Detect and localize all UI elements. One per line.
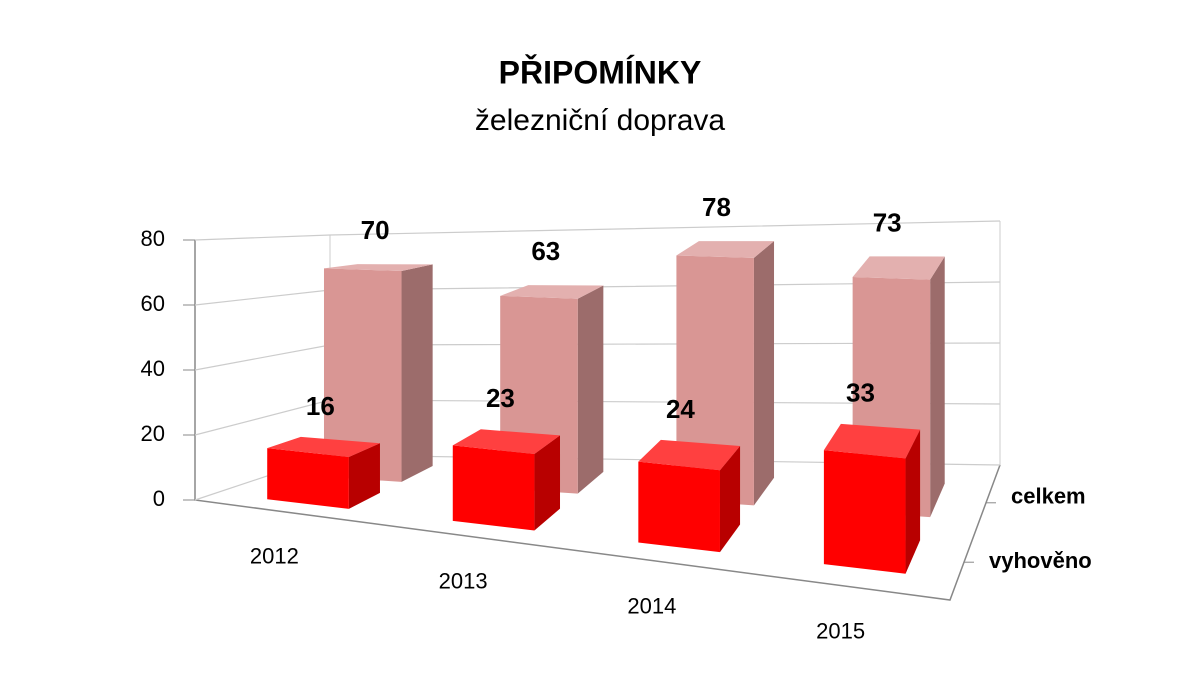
value-label: 70 bbox=[361, 215, 390, 245]
bar-side bbox=[905, 429, 921, 574]
bar-top bbox=[823, 423, 921, 459]
x-tick-label: 2013 bbox=[439, 568, 488, 593]
bar-side bbox=[930, 256, 945, 518]
bar bbox=[267, 436, 380, 509]
value-label: 73 bbox=[873, 207, 902, 237]
bar-side bbox=[534, 435, 561, 531]
y-tick-label: 80 bbox=[141, 226, 165, 251]
value-label: 33 bbox=[846, 378, 875, 408]
chart-title: PŘIPOMÍNKY bbox=[499, 54, 702, 90]
value-label: 63 bbox=[531, 236, 560, 266]
bar-top bbox=[638, 439, 741, 471]
bar-side bbox=[401, 264, 433, 482]
value-label: 16 bbox=[306, 391, 335, 421]
x-tick-label: 2014 bbox=[627, 593, 676, 618]
bar bbox=[823, 423, 921, 574]
bar-front bbox=[452, 445, 535, 531]
bar-front bbox=[267, 448, 349, 509]
bar-front bbox=[323, 268, 402, 482]
bar-side bbox=[753, 241, 775, 506]
x-tick-label: 2012 bbox=[250, 543, 299, 568]
bar-top bbox=[323, 264, 433, 272]
series-label: celkem bbox=[1011, 484, 1086, 509]
bar-top bbox=[452, 429, 561, 455]
bar-side bbox=[348, 443, 380, 509]
y-tick-label: 60 bbox=[141, 291, 165, 316]
bar-front bbox=[823, 450, 906, 574]
bar bbox=[452, 429, 561, 531]
bar-side bbox=[577, 285, 604, 494]
value-label: 23 bbox=[486, 383, 515, 413]
bar-top bbox=[852, 256, 945, 280]
bar-side bbox=[719, 446, 741, 553]
chart-subtitle: železniční doprava bbox=[475, 104, 725, 137]
bar-top bbox=[676, 241, 775, 258]
y-tick-label: 40 bbox=[141, 356, 165, 381]
bar-top bbox=[267, 436, 380, 458]
value-label: 78 bbox=[702, 192, 731, 222]
bar-front bbox=[638, 461, 720, 553]
bar bbox=[638, 439, 741, 553]
x-tick-label: 2015 bbox=[816, 618, 865, 643]
grid-line bbox=[194, 220, 1001, 241]
y-tick-label: 20 bbox=[141, 421, 165, 446]
bar-top bbox=[500, 285, 604, 299]
bar bbox=[323, 264, 433, 482]
value-label: 24 bbox=[666, 394, 695, 424]
series-label: vyhověno bbox=[989, 548, 1092, 573]
y-tick-label: 0 bbox=[153, 486, 165, 511]
